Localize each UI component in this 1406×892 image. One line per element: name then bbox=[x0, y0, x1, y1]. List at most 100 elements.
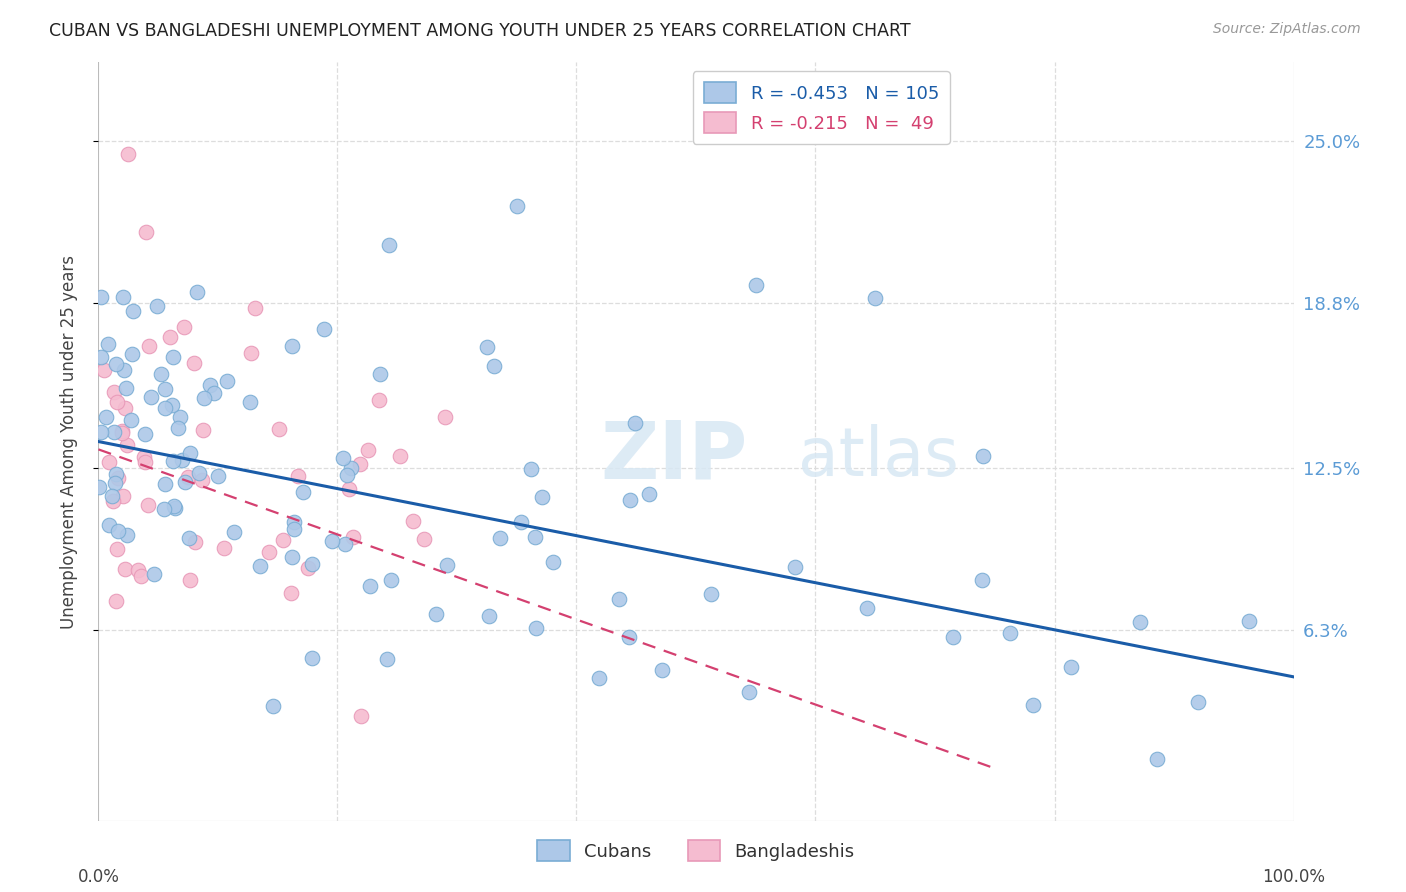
Text: CUBAN VS BANGLADESHI UNEMPLOYMENT AMONG YOUTH UNDER 25 YEARS CORRELATION CHART: CUBAN VS BANGLADESHI UNEMPLOYMENT AMONG … bbox=[49, 22, 911, 40]
Point bbox=[114, 401, 136, 416]
Point bbox=[624, 417, 647, 431]
Point bbox=[342, 530, 364, 544]
Point bbox=[186, 285, 208, 300]
Point bbox=[332, 451, 354, 466]
Text: 0.0%: 0.0% bbox=[77, 868, 120, 886]
Point bbox=[162, 350, 184, 364]
Point bbox=[90, 290, 112, 304]
Point bbox=[129, 568, 152, 582]
Point bbox=[101, 489, 124, 503]
Point bbox=[177, 469, 200, 483]
Point bbox=[184, 534, 207, 549]
Point bbox=[998, 625, 1021, 640]
Point bbox=[146, 299, 169, 313]
Point bbox=[339, 461, 361, 475]
Point bbox=[212, 541, 235, 556]
Point bbox=[191, 423, 214, 437]
Point bbox=[103, 384, 125, 399]
Point bbox=[240, 346, 263, 360]
Point bbox=[136, 498, 159, 512]
Point bbox=[239, 394, 262, 409]
Point bbox=[169, 409, 191, 424]
Point bbox=[259, 545, 281, 559]
Point bbox=[402, 514, 425, 528]
Point bbox=[337, 482, 360, 496]
Point bbox=[97, 518, 120, 533]
Point bbox=[297, 561, 319, 575]
Point bbox=[132, 450, 155, 465]
Point bbox=[115, 527, 138, 541]
Point bbox=[173, 320, 195, 334]
Text: ZIP: ZIP bbox=[600, 417, 748, 496]
Point bbox=[738, 685, 761, 699]
Point bbox=[972, 449, 994, 463]
Point bbox=[637, 486, 659, 500]
Point bbox=[745, 277, 768, 292]
Point bbox=[200, 377, 222, 392]
Point bbox=[475, 340, 498, 354]
Point bbox=[434, 409, 457, 424]
Point bbox=[160, 397, 183, 411]
Point bbox=[105, 357, 128, 371]
Point bbox=[93, 363, 115, 377]
Point bbox=[187, 466, 209, 480]
Point bbox=[104, 476, 127, 491]
Point bbox=[281, 339, 304, 353]
Point bbox=[141, 390, 163, 404]
Point bbox=[94, 410, 117, 425]
Point bbox=[301, 651, 323, 665]
Point bbox=[165, 501, 187, 516]
Point bbox=[191, 473, 214, 487]
Point bbox=[436, 558, 458, 573]
Point bbox=[271, 533, 294, 548]
Point bbox=[179, 531, 201, 545]
Point bbox=[162, 453, 184, 467]
Point bbox=[217, 375, 239, 389]
Point bbox=[90, 425, 112, 439]
Point bbox=[350, 709, 373, 723]
Point bbox=[543, 555, 565, 569]
Point bbox=[107, 524, 129, 539]
Point bbox=[172, 452, 194, 467]
Legend: Cubans, Bangladeshis: Cubans, Bangladeshis bbox=[530, 833, 862, 869]
Point bbox=[617, 631, 640, 645]
Point bbox=[482, 359, 505, 374]
Point bbox=[1060, 660, 1083, 674]
Point bbox=[389, 449, 412, 463]
Point bbox=[135, 226, 157, 240]
Point bbox=[425, 607, 447, 622]
Point bbox=[142, 566, 165, 581]
Point bbox=[865, 291, 887, 305]
Point bbox=[1129, 615, 1152, 629]
Point bbox=[785, 560, 807, 574]
Point bbox=[115, 381, 138, 395]
Point bbox=[117, 147, 139, 161]
Point bbox=[269, 422, 291, 436]
Point bbox=[301, 558, 323, 572]
Point bbox=[368, 392, 391, 407]
Point bbox=[173, 475, 195, 490]
Point bbox=[336, 467, 359, 482]
Y-axis label: Unemployment Among Youth under 25 years: Unemployment Among Youth under 25 years bbox=[59, 254, 77, 629]
Point bbox=[357, 442, 380, 457]
Point bbox=[243, 301, 266, 315]
Point bbox=[321, 533, 343, 548]
Point bbox=[699, 587, 721, 601]
Point bbox=[855, 601, 877, 615]
Point bbox=[111, 290, 134, 304]
Point bbox=[531, 490, 554, 504]
Point bbox=[520, 462, 543, 476]
Text: atlas: atlas bbox=[797, 424, 959, 490]
Point bbox=[1187, 695, 1209, 709]
Point bbox=[523, 530, 546, 544]
Point bbox=[155, 401, 177, 416]
Point bbox=[489, 531, 512, 545]
Point bbox=[281, 550, 304, 565]
Point bbox=[89, 480, 111, 494]
Point bbox=[375, 652, 398, 666]
Point bbox=[287, 469, 309, 483]
Point bbox=[159, 330, 181, 344]
Point bbox=[114, 562, 136, 576]
Point bbox=[359, 579, 381, 593]
Point bbox=[121, 347, 143, 361]
